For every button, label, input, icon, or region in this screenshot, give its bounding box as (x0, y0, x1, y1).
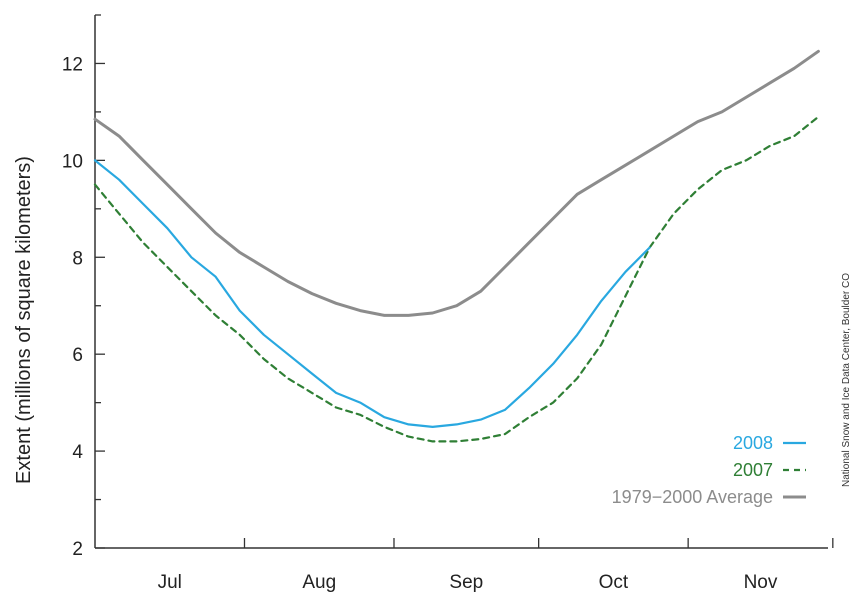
series-line-average (93, 49, 820, 317)
legend-label: 2008 (733, 433, 773, 453)
legend: 2008 2007 1979−2000 Average (612, 433, 806, 507)
x-tick-label: Jul (158, 572, 182, 593)
credit-text: National Snow and Ice Data Center, Bould… (841, 273, 852, 487)
y-tick-label: 10 (62, 151, 83, 172)
series-line-2008 (93, 159, 651, 428)
legend-label: 1979−2000 Average (612, 487, 773, 507)
y-axis-title: Extent (millions of square kilometers) (13, 156, 35, 484)
plot-area: 2 4 6 8 10 12 Jul Aug Sep Oct Nov (62, 14, 834, 593)
x-tick-label: Sep (449, 572, 483, 593)
x-tick-label: Nov (744, 572, 778, 593)
y-axis-ticks: 2 4 6 8 10 12 (62, 14, 105, 560)
x-tick-label: Aug (302, 572, 336, 593)
series-line-2007 (93, 115, 820, 443)
series-lines (93, 49, 820, 443)
legend-label: 2007 (733, 460, 773, 480)
x-axis-ticks: Jul Aug Sep Oct Nov (158, 538, 834, 593)
y-tick-label: 8 (72, 248, 83, 269)
y-tick-label: 6 (72, 345, 83, 366)
y-tick-label: 4 (72, 442, 83, 463)
y-tick-label: 2 (72, 539, 83, 560)
y-tick-label: 12 (62, 54, 83, 75)
x-tick-label: Oct (599, 572, 629, 593)
